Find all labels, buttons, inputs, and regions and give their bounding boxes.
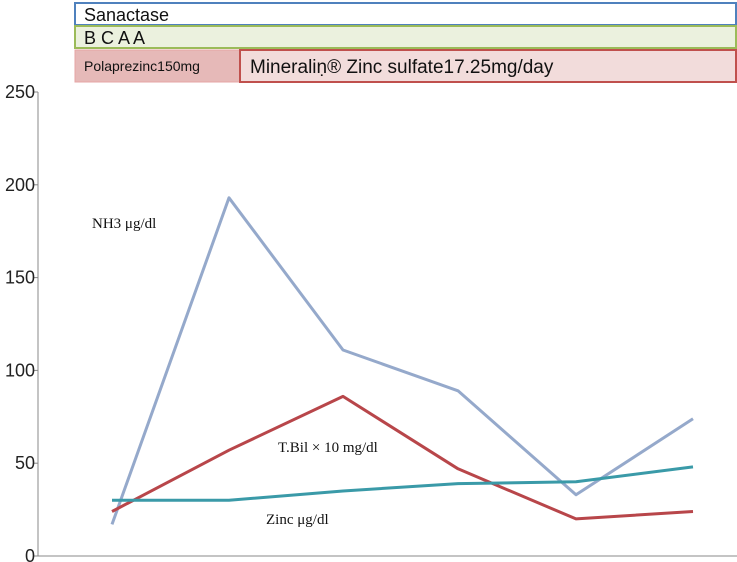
treatment-bar-bcaa	[74, 25, 737, 49]
chart-axes	[37, 92, 737, 557]
treatment-bars: Sanactase B C A A Polaprezinc150mg Miner…	[74, 2, 737, 83]
series-label-1: T.Bil × 10 mg/dl	[278, 440, 378, 456]
series-label-2: Zinc μg/dl	[266, 512, 329, 528]
series-labels: NH3 μg/dl T.Bil × 10 mg/dl Zinc μg/dl	[92, 216, 378, 528]
treatment-label-mineralin: Mineraliṇ® Zinc sulfate17.25mg/day	[250, 57, 554, 78]
treatment-label-bcaa: B C A A	[84, 28, 145, 48]
series-line-1	[111, 394, 694, 521]
series-label-0: NH3 μg/dl	[92, 216, 156, 232]
treatment-bar-mineralin	[239, 49, 737, 83]
y-tick-label: 250	[5, 82, 35, 102]
treatment-label-polaprezinc: Polaprezinc150mg	[84, 58, 200, 74]
y-tick-label: 100	[5, 360, 35, 380]
y-tick-label: 50	[15, 453, 35, 473]
chart-series	[110, 196, 694, 525]
series-line-0	[110, 196, 694, 525]
y-tick-label: 0	[25, 546, 35, 562]
series-line-2	[112, 465, 694, 502]
y-tick-labels: 0 50 100 150 200 250	[5, 82, 38, 562]
treatment-bar-sanactase	[74, 2, 737, 26]
y-tick-label: 150	[5, 268, 35, 288]
treatment-bar-polaprezinc	[74, 49, 241, 83]
y-tick-label: 200	[5, 175, 35, 195]
treatment-label-sanactase: Sanactase	[84, 5, 169, 25]
